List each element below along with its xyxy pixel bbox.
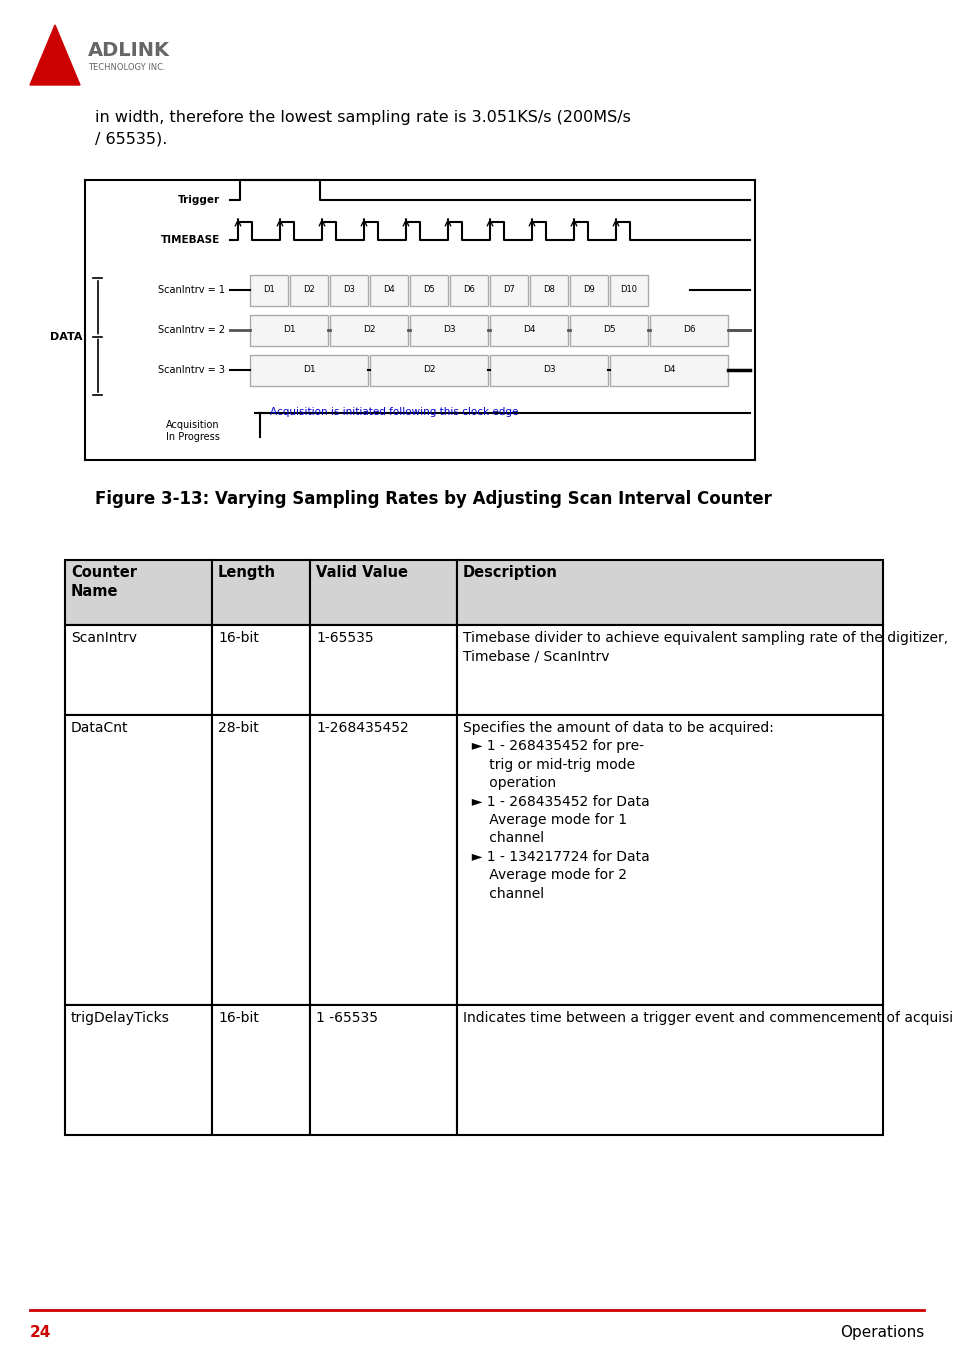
Text: D10: D10 [619, 286, 637, 295]
Bar [85, 180, 754, 460]
Text: ScanIntrv = 1: ScanIntrv = 1 [158, 284, 225, 295]
Text: 1-65535: 1-65535 [315, 631, 374, 645]
Bar [212, 561, 310, 626]
Text: Acquisition is initiated following this clock edge: Acquisition is initiated following this … [270, 408, 517, 417]
Text: 16-bit: 16-bit [218, 1011, 258, 1025]
Bar [456, 561, 882, 626]
Text: D6: D6 [462, 286, 475, 295]
Text: D2: D2 [362, 325, 375, 334]
Bar [65, 715, 212, 1005]
Text: DATA: DATA [51, 332, 83, 341]
Polygon shape [30, 24, 80, 85]
Bar [250, 355, 368, 386]
Bar [490, 315, 567, 347]
Bar [569, 315, 647, 347]
Text: D9: D9 [582, 286, 595, 295]
Text: Acquisition
In Progress: Acquisition In Progress [166, 420, 220, 443]
Bar [212, 715, 310, 1005]
Text: Valid Value: Valid Value [315, 565, 408, 580]
Text: D3: D3 [542, 366, 555, 375]
Bar [410, 315, 488, 347]
Bar [250, 315, 328, 347]
Text: D2: D2 [422, 366, 435, 375]
Bar [250, 275, 288, 306]
Bar [490, 355, 607, 386]
Text: D8: D8 [542, 286, 555, 295]
Text: D7: D7 [502, 286, 515, 295]
Text: D1: D1 [282, 325, 295, 334]
Bar [456, 1005, 882, 1135]
Bar [310, 1005, 456, 1135]
Bar [450, 275, 488, 306]
Text: TECHNOLOGY INC.: TECHNOLOGY INC. [88, 62, 166, 72]
Bar [310, 561, 456, 626]
Text: Counter
Name: Counter Name [71, 565, 137, 598]
Bar [212, 1005, 310, 1135]
Bar [456, 626, 882, 715]
Text: D4: D4 [522, 325, 535, 334]
Bar [65, 561, 212, 626]
Text: ScanIntrv: ScanIntrv [71, 631, 137, 645]
Text: Length: Length [218, 565, 275, 580]
Text: D1: D1 [263, 286, 274, 295]
Text: D3: D3 [442, 325, 455, 334]
Text: 16-bit: 16-bit [218, 631, 258, 645]
Bar [330, 315, 408, 347]
Text: Indicates time between a trigger event and commencement of acquisition. The unit: Indicates time between a trigger event a… [462, 1011, 953, 1025]
Text: 1 -65535: 1 -65535 [315, 1011, 377, 1025]
Text: Specifies the amount of data to be acquired:
  ► 1 - 268435452 for pre-
      tr: Specifies the amount of data to be acqui… [462, 720, 773, 900]
Text: D3: D3 [343, 286, 355, 295]
Text: D4: D4 [383, 286, 395, 295]
Text: Description: Description [462, 565, 558, 580]
Bar [65, 1005, 212, 1135]
Bar [609, 275, 647, 306]
Bar [609, 355, 727, 386]
Bar [310, 626, 456, 715]
Text: Operations: Operations [839, 1326, 923, 1340]
Text: Figure 3-13: Varying Sampling Rates by Adjusting Scan Interval Counter: Figure 3-13: Varying Sampling Rates by A… [95, 490, 771, 508]
Text: D5: D5 [423, 286, 435, 295]
Text: Trigger: Trigger [177, 195, 220, 204]
Text: 1-268435452: 1-268435452 [315, 720, 408, 735]
Text: ScanIntrv = 2: ScanIntrv = 2 [157, 325, 225, 334]
Bar [370, 275, 408, 306]
Text: DataCnt: DataCnt [71, 720, 129, 735]
Text: D1: D1 [302, 366, 315, 375]
Bar [569, 275, 607, 306]
Bar [649, 315, 727, 347]
Bar [330, 275, 368, 306]
Text: in width, therefore the lowest sampling rate is 3.051KS/s (200MS/s
/ 65535).: in width, therefore the lowest sampling … [95, 110, 630, 146]
Bar [212, 626, 310, 715]
Text: D6: D6 [682, 325, 695, 334]
Bar [530, 275, 567, 306]
Bar [410, 275, 448, 306]
Bar [65, 626, 212, 715]
Bar [490, 275, 527, 306]
Text: 28-bit: 28-bit [218, 720, 258, 735]
Text: D4: D4 [662, 366, 675, 375]
Text: 24: 24 [30, 1326, 51, 1340]
Bar [456, 715, 882, 1005]
Text: trigDelayTicks: trigDelayTicks [71, 1011, 170, 1025]
Bar [290, 275, 328, 306]
Text: D2: D2 [303, 286, 314, 295]
Text: ScanIntrv = 3: ScanIntrv = 3 [158, 366, 225, 375]
Bar [370, 355, 488, 386]
Text: D5: D5 [602, 325, 615, 334]
Text: ADLINK: ADLINK [88, 41, 170, 60]
Text: Timebase divider to achieve equivalent sampling rate of the digitizer, where Sam: Timebase divider to achieve equivalent s… [462, 631, 953, 663]
Bar [310, 715, 456, 1005]
Text: TIMEBASE: TIMEBASE [161, 236, 220, 245]
